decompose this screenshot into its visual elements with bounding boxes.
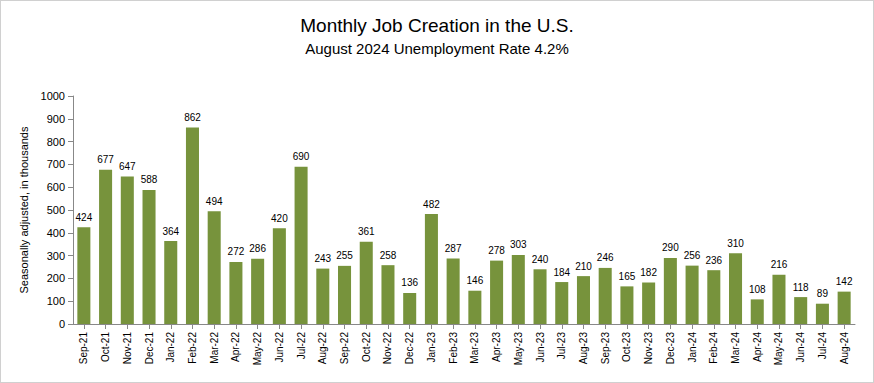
svg-text:Jun-23: Jun-23 — [535, 332, 546, 363]
svg-text:Dec-21: Dec-21 — [144, 332, 155, 365]
svg-text:Mar-24: Mar-24 — [730, 332, 741, 364]
svg-text:Oct-21: Oct-21 — [100, 332, 111, 362]
svg-text:Oct-22: Oct-22 — [361, 332, 372, 362]
svg-text:Monthly Job Creation in the U.: Monthly Job Creation in the U.S. — [300, 15, 574, 36]
svg-text:278: 278 — [488, 245, 505, 256]
svg-text:Feb-24: Feb-24 — [708, 332, 719, 364]
svg-text:Mar-22: Mar-22 — [209, 332, 220, 364]
svg-text:0: 0 — [59, 318, 65, 330]
svg-text:Jan-24: Jan-24 — [687, 332, 698, 363]
svg-text:Aug-23: Aug-23 — [578, 332, 589, 365]
svg-text:200: 200 — [47, 272, 65, 284]
svg-text:165: 165 — [619, 271, 636, 282]
svg-text:286: 286 — [249, 243, 266, 254]
svg-text:Aug-22: Aug-22 — [317, 332, 328, 365]
svg-text:600: 600 — [47, 181, 65, 193]
svg-text:May-23: May-23 — [513, 332, 524, 366]
svg-text:Dec-23: Dec-23 — [665, 332, 676, 365]
svg-text:Apr-24: Apr-24 — [752, 332, 763, 362]
svg-text:303: 303 — [510, 239, 527, 250]
svg-text:800: 800 — [47, 136, 65, 148]
svg-text:Aug-24: Aug-24 — [839, 332, 850, 365]
svg-text:246: 246 — [597, 252, 614, 263]
svg-text:182: 182 — [640, 267, 657, 278]
svg-text:243: 243 — [314, 253, 331, 264]
svg-text:Mar-23: Mar-23 — [469, 332, 480, 364]
svg-text:361: 361 — [358, 226, 375, 237]
svg-text:Jan-22: Jan-22 — [165, 332, 176, 363]
svg-text:May-24: May-24 — [773, 332, 784, 366]
svg-text:256: 256 — [684, 250, 701, 261]
svg-text:Sep-23: Sep-23 — [600, 332, 611, 365]
svg-text:Jul-23: Jul-23 — [556, 332, 567, 360]
svg-text:Jun-22: Jun-22 — [274, 332, 285, 363]
svg-text:862: 862 — [184, 112, 201, 123]
svg-text:236: 236 — [705, 255, 722, 266]
svg-text:588: 588 — [141, 174, 158, 185]
svg-text:184: 184 — [553, 267, 570, 278]
svg-text:Seasonally adjusted, in thousa: Seasonally adjusted, in thousands — [18, 126, 30, 293]
svg-text:287: 287 — [445, 243, 462, 254]
svg-text:494: 494 — [206, 196, 223, 207]
svg-text:1000: 1000 — [41, 90, 65, 102]
svg-text:118: 118 — [793, 282, 809, 293]
svg-text:Oct-23: Oct-23 — [621, 332, 632, 362]
svg-text:255: 255 — [336, 250, 353, 261]
svg-text:258: 258 — [380, 250, 397, 261]
svg-text:108: 108 — [749, 284, 766, 295]
svg-text:424: 424 — [76, 212, 93, 223]
svg-text:May-22: May-22 — [252, 332, 263, 366]
svg-text:290: 290 — [662, 242, 679, 253]
svg-text:Nov-22: Nov-22 — [382, 332, 393, 365]
svg-text:Jul-22: Jul-22 — [296, 332, 307, 360]
svg-text:216: 216 — [771, 259, 788, 270]
svg-text:Sep-21: Sep-21 — [78, 332, 89, 365]
svg-text:272: 272 — [228, 246, 245, 257]
svg-text:240: 240 — [532, 254, 549, 265]
svg-text:Jul-24: Jul-24 — [817, 332, 828, 360]
svg-text:142: 142 — [836, 276, 853, 287]
svg-text:420: 420 — [271, 213, 288, 224]
svg-text:Nov-23: Nov-23 — [643, 332, 654, 365]
svg-text:146: 146 — [467, 275, 484, 286]
svg-text:690: 690 — [293, 151, 310, 162]
svg-text:August 2024 Unemployment Rate: August 2024 Unemployment Rate 4.2% — [305, 40, 569, 57]
svg-text:100: 100 — [47, 295, 65, 307]
svg-text:Sep-22: Sep-22 — [339, 332, 350, 365]
svg-text:482: 482 — [423, 199, 440, 210]
svg-text:700: 700 — [47, 158, 65, 170]
svg-text:900: 900 — [47, 113, 65, 125]
svg-text:500: 500 — [47, 204, 65, 216]
svg-text:Dec-22: Dec-22 — [404, 332, 415, 365]
svg-text:210: 210 — [575, 261, 592, 272]
svg-text:300: 300 — [47, 250, 65, 262]
svg-text:Jan-23: Jan-23 — [426, 332, 437, 363]
svg-text:647: 647 — [119, 161, 136, 172]
svg-text:400: 400 — [47, 227, 65, 239]
svg-text:89: 89 — [817, 288, 829, 299]
svg-text:364: 364 — [162, 226, 179, 237]
svg-text:Jun-24: Jun-24 — [795, 332, 806, 363]
svg-text:136: 136 — [401, 277, 418, 288]
svg-text:Feb-23: Feb-23 — [448, 332, 459, 364]
svg-text:Nov-21: Nov-21 — [122, 332, 133, 365]
svg-text:Apr-23: Apr-23 — [491, 332, 502, 362]
svg-text:Apr-22: Apr-22 — [230, 332, 241, 362]
svg-text:677: 677 — [97, 154, 114, 165]
svg-text:Feb-22: Feb-22 — [187, 332, 198, 364]
svg-text:310: 310 — [727, 238, 744, 249]
